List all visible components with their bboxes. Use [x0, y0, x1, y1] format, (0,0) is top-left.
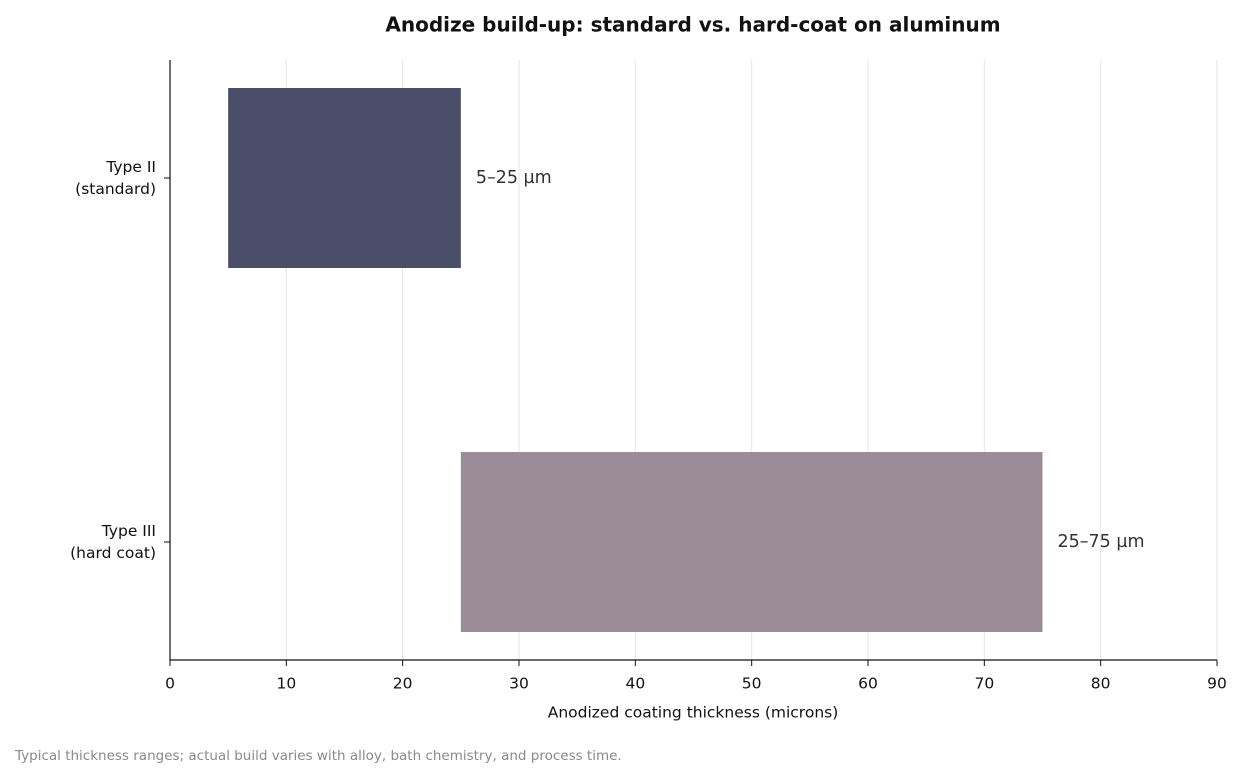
x-tick-label: 20: [393, 675, 413, 693]
chart-title: Anodize build-up: standard vs. hard-coat…: [385, 13, 1000, 37]
y-tick-label: Type III (hard coat): [70, 522, 156, 562]
bar: [228, 88, 461, 268]
x-tick-label: 40: [625, 675, 645, 693]
y-tick-label: Type II (standard): [75, 158, 156, 198]
bar: [460, 452, 1043, 632]
x-tick-label: 90: [1207, 675, 1227, 693]
value-label: 25–75 µm: [1058, 532, 1145, 552]
x-tick-label: 0: [165, 675, 175, 693]
x-tick-label: 50: [742, 675, 762, 693]
x-tick-label: 10: [276, 675, 296, 693]
x-tick-label: 60: [858, 675, 878, 693]
x-tick-label: 70: [974, 675, 994, 693]
footnote: Typical thickness ranges; actual build v…: [14, 748, 622, 764]
x-tick-label: 80: [1091, 675, 1111, 693]
x-axis-label: Anodized coating thickness (microns): [548, 704, 839, 722]
x-tick-label: 30: [509, 675, 529, 693]
value-label: 5–25 µm: [476, 168, 552, 188]
